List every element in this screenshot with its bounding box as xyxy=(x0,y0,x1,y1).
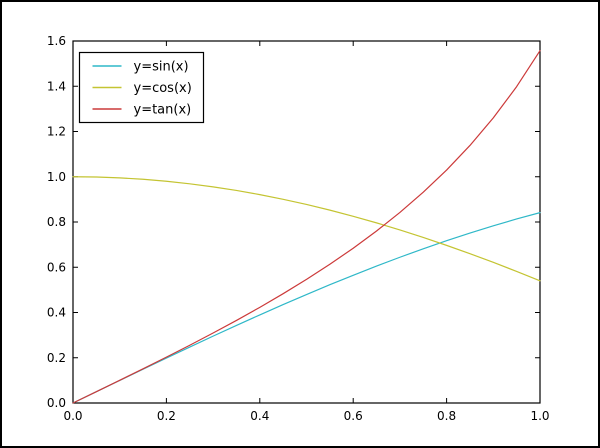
legend-label-2: y=cos(x) xyxy=(134,81,192,96)
x-tick-label: 0.6 xyxy=(344,409,363,423)
y-tick-label: 0.2 xyxy=(47,351,66,365)
y-tick-label: 0.0 xyxy=(47,396,66,410)
x-tick-label: 0.2 xyxy=(157,409,176,423)
series-line-3 xyxy=(72,50,541,404)
x-tick-label: 0.4 xyxy=(250,409,269,423)
y-tick-label: 1.0 xyxy=(47,170,66,184)
legend-label-3: y=tan(x) xyxy=(134,103,192,118)
x-tick-label: 0.0 xyxy=(63,409,82,423)
x-tick-label: 0.8 xyxy=(437,409,456,423)
y-tick-label: 0.8 xyxy=(47,215,66,229)
x-tick-label: 1.0 xyxy=(530,409,549,423)
y-tick-label: 0.4 xyxy=(47,306,66,320)
y-tick-label: 1.4 xyxy=(47,79,66,93)
y-tick-label: 1.6 xyxy=(47,34,66,48)
series-line-1 xyxy=(72,212,541,404)
series-line-2 xyxy=(72,176,541,282)
y-tick-label: 1.2 xyxy=(47,125,66,139)
y-tick-label: 0.6 xyxy=(47,260,66,274)
legend-label-1: y=sin(x) xyxy=(134,60,189,75)
